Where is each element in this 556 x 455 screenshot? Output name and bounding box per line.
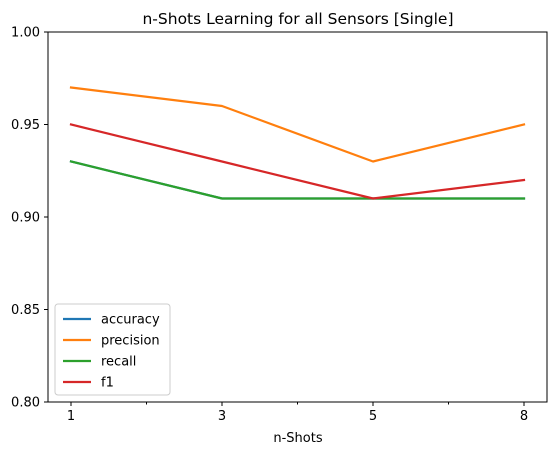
x-axis: 1 3 5 8 <box>67 402 528 424</box>
legend-label: precision <box>101 334 160 349</box>
legend-box <box>54 303 171 396</box>
x-axis-label: n-Shots <box>273 431 322 446</box>
y-tick-label: 0.85 <box>11 303 40 318</box>
x-tick-label: 3 <box>218 409 226 424</box>
x-tick-label: 8 <box>520 409 528 424</box>
chart-title: n-Shots Learning for all Sensors [Single… <box>142 10 453 28</box>
series-line-recall <box>69 160 526 200</box>
legend: accuracy precision recall f1 <box>54 303 171 396</box>
y-tick-label: 0.95 <box>11 118 40 133</box>
y-tick-label: 1.00 <box>11 26 40 41</box>
legend-label: f1 <box>101 376 114 391</box>
legend-label: recall <box>101 355 136 370</box>
x-tick-label: 5 <box>369 409 377 424</box>
series-layer <box>69 86 526 200</box>
series-line-precision <box>69 86 526 163</box>
y-axis: 0.80 0.85 0.90 0.95 1.00 <box>11 26 48 411</box>
x-tick-label: 1 <box>67 409 75 424</box>
y-tick-label: 0.90 <box>11 211 40 226</box>
legend-label: accuracy <box>101 313 160 328</box>
y-tick-label: 0.80 <box>11 396 40 411</box>
series-line-f1 <box>69 123 526 200</box>
